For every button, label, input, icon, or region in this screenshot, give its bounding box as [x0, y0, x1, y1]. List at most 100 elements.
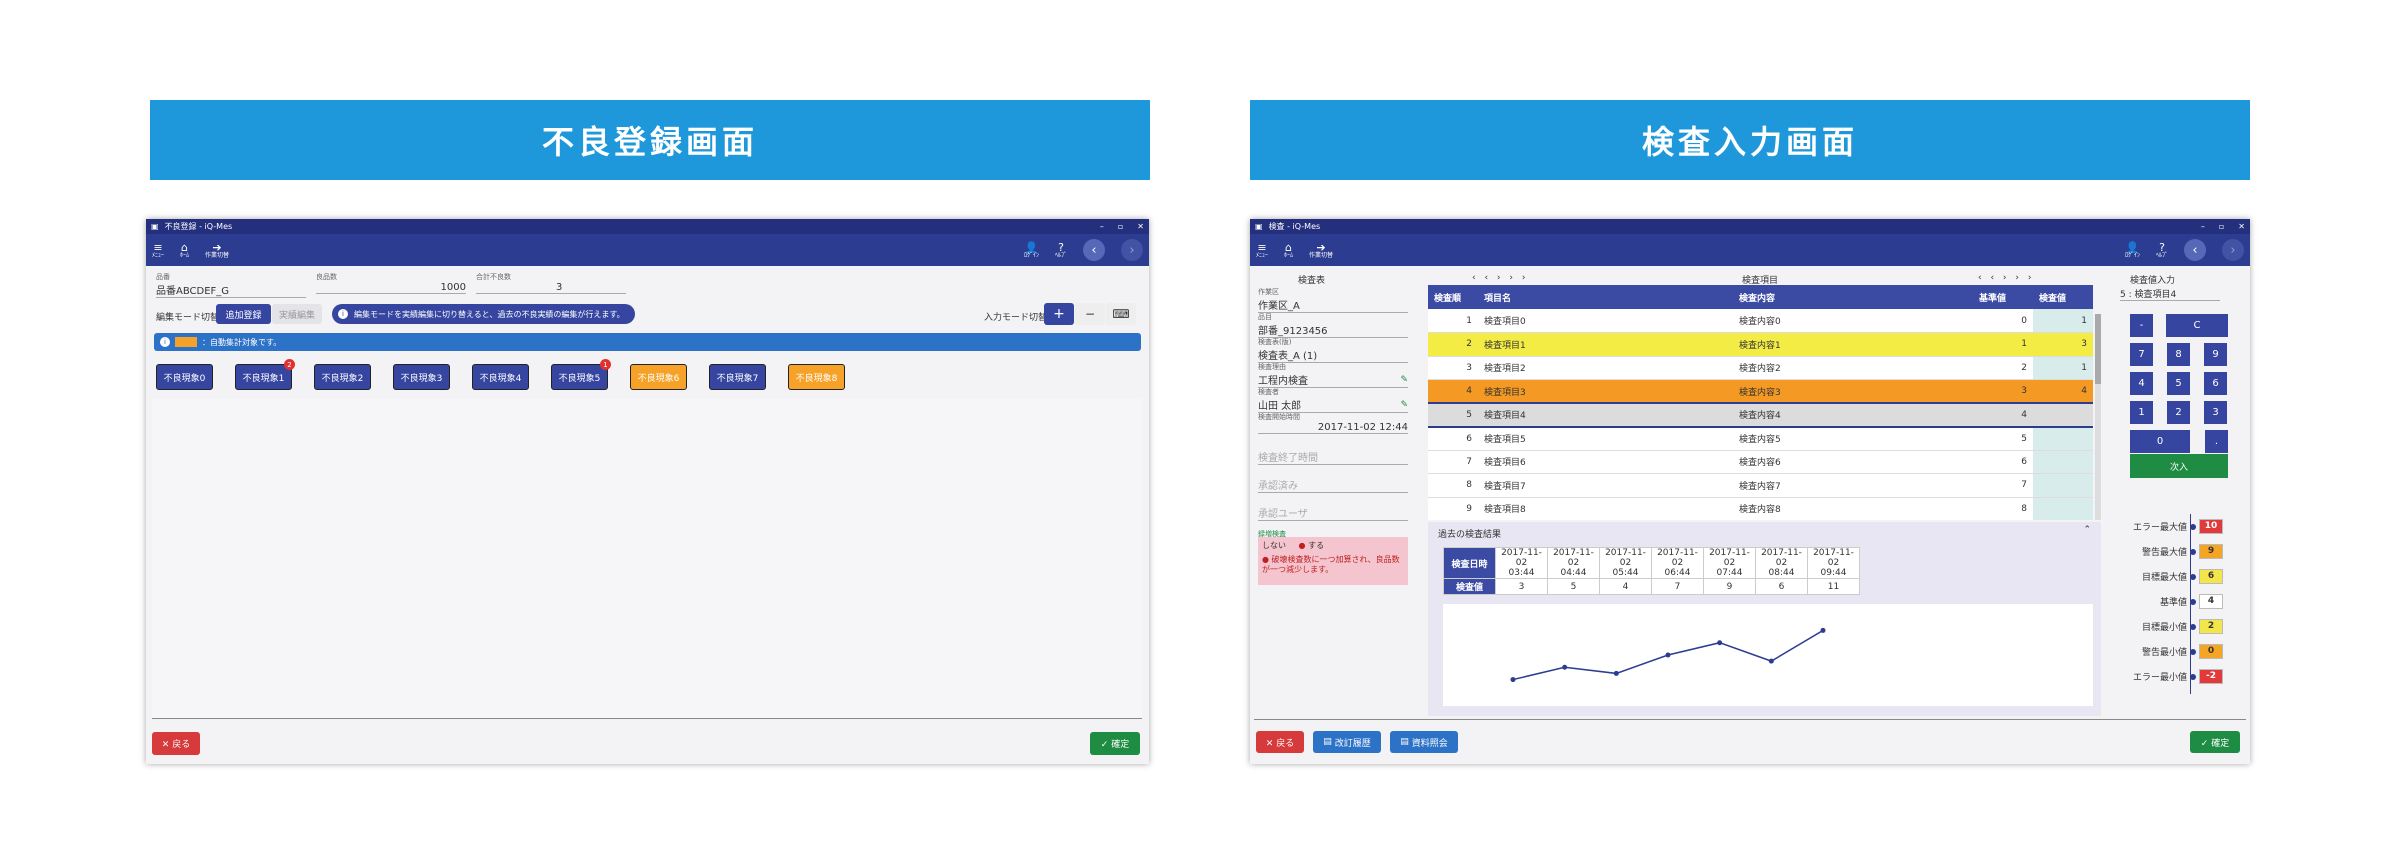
item-row[interactable]: 2 検査項目1 検査内容1 1 3	[1428, 332, 2093, 357]
back-button[interactable]: ✕ 戻る	[152, 732, 200, 755]
confirm-button[interactable]: ✓ 確定	[2190, 731, 2240, 753]
reinspect-off[interactable]: しない	[1262, 541, 1286, 550]
defect-button[interactable]: 不良現象0	[156, 364, 213, 390]
keypad-key[interactable]: 2	[2167, 401, 2190, 424]
collapse-icon[interactable]: ⌃	[2083, 525, 2091, 535]
field-value: 1000	[440, 282, 466, 293]
history-date: 2017-11-02	[1553, 548, 1594, 568]
minimize-icon[interactable]: –	[2200, 222, 2205, 231]
row-value[interactable]: 1	[2033, 309, 2093, 333]
help-button[interactable]: ? ﾍﾙﾌﾟ	[2156, 242, 2168, 259]
row-content: 検査内容1	[1733, 332, 1973, 357]
row-value[interactable]	[2033, 426, 2093, 451]
row-value[interactable]	[2033, 450, 2093, 474]
defect-button[interactable]: 不良現象1 2	[235, 359, 295, 390]
item-row[interactable]: 8 検査項目7 検査内容7 7	[1428, 473, 2093, 498]
close-icon[interactable]: ✕	[1137, 222, 1144, 231]
good-count-field[interactable]: 良品数 1000	[316, 272, 466, 294]
back-nav-button[interactable]: ‹	[2184, 239, 2206, 261]
menu-button[interactable]: ≡ ﾒﾆｭｰ	[1256, 242, 1268, 259]
keypad-key[interactable]: 5	[2167, 372, 2190, 395]
actual-edit-tab[interactable]: 実績編集	[272, 304, 322, 324]
defect-button[interactable]: 不良現象2	[314, 364, 371, 390]
minimize-icon[interactable]: –	[1099, 222, 1104, 231]
edit-check-icon[interactable]: ✎	[1400, 375, 1408, 385]
menu-button[interactable]: ≡ ﾒﾆｭｰ	[152, 242, 164, 259]
scrollbar[interactable]	[2095, 314, 2101, 520]
maximize-icon[interactable]: ▫	[2218, 222, 2225, 231]
help-button[interactable]: ? ﾍﾙﾌﾟ	[1055, 242, 1067, 259]
item-row[interactable]: 3 検査項目2 検査内容2 2 1	[1428, 356, 2093, 380]
col-content[interactable]: 検査内容	[1733, 285, 1973, 309]
reinspect-on[interactable]: する	[1308, 541, 1325, 550]
keypad-key[interactable]: 1	[2130, 401, 2153, 424]
login-button[interactable]: 👤 ﾛｸﾞｲﾝ	[2125, 242, 2140, 259]
keypad-key[interactable]: 7	[2130, 343, 2153, 366]
home-button[interactable]: ⌂ ﾎｰﾑ	[180, 242, 189, 259]
scrollbar-thumb[interactable]	[2095, 314, 2101, 384]
input-minus-button[interactable]: −	[1075, 303, 1105, 325]
col-name[interactable]: 項目名	[1478, 285, 1733, 309]
login-label: ﾛｸﾞｲﾝ	[1023, 251, 1039, 259]
col-standard[interactable]: 基準値	[1973, 285, 2033, 309]
confirm-button[interactable]: ✓ 確定	[1090, 732, 1140, 755]
col-order[interactable]: 検査順	[1428, 285, 1478, 309]
home-button[interactable]: ⌂ ﾎｰﾑ	[1284, 242, 1293, 259]
keypad-key[interactable]: C	[2166, 314, 2228, 337]
revision-history-button[interactable]: ▤ 改訂履歴	[1313, 731, 1381, 753]
back-button[interactable]: ✕ 戻る	[1256, 731, 1304, 753]
edit-check-icon[interactable]: ✎	[1400, 400, 1408, 410]
login-button[interactable]: 👤 ﾛｸﾞｲﾝ	[1024, 242, 1039, 259]
keypad-key[interactable]: 8	[2167, 343, 2190, 366]
add-register-tab[interactable]: 追加登録	[216, 304, 271, 324]
switch-work-button[interactable]: ➔ 作業切替	[205, 242, 229, 259]
row-content: 検査内容8	[1733, 497, 1973, 520]
keypad-key[interactable]: 4	[2130, 372, 2153, 395]
forward-nav-button[interactable]: ›	[1121, 239, 1143, 261]
item-row[interactable]: 7 検査項目6 検査内容6 6	[1428, 450, 2093, 474]
keyboard-button[interactable]: ⌨	[1106, 303, 1136, 325]
back-nav-button[interactable]: ‹	[1083, 239, 1105, 261]
row-value[interactable]: 3	[2033, 332, 2093, 357]
row-value[interactable]	[2033, 473, 2093, 498]
pager-right[interactable]: ‹ ‹ › › ›	[1978, 273, 2035, 283]
defect-button[interactable]: 不良現象5 1	[551, 359, 611, 390]
history-date: 2017-11-02	[1813, 548, 1854, 568]
forward-nav-button[interactable]: ›	[2222, 239, 2244, 261]
item-row[interactable]: 5 検査項目4 検査内容4 4	[1428, 402, 2093, 428]
history-point	[1820, 627, 1826, 633]
sheet-field[interactable]: 検査理由 工程内検査 ✎	[1258, 362, 1408, 388]
row-standard: 1	[1973, 332, 2033, 357]
keypad-key[interactable]: 3	[2204, 401, 2227, 424]
sheet-field[interactable]: 検査者 山田 太郎 ✎	[1258, 387, 1408, 413]
row-value[interactable]	[2033, 497, 2093, 520]
switch-work-button[interactable]: ➔ 作業切替	[1309, 242, 1333, 259]
pager-left[interactable]: ‹ ‹ › › ›	[1472, 273, 1529, 283]
maximize-icon[interactable]: ▫	[1117, 222, 1124, 231]
info-icon: i	[160, 337, 170, 347]
defect-button[interactable]: 不良現象6	[630, 364, 687, 390]
keypad-key[interactable]: .	[2205, 430, 2228, 453]
item-row[interactable]: 4 検査項目3 検査内容3 3 4	[1428, 379, 2093, 404]
next-button[interactable]: 次入	[2130, 454, 2228, 478]
keypad-key[interactable]: 9	[2204, 343, 2227, 366]
row-value[interactable]	[2033, 402, 2093, 428]
col-value[interactable]: 検査値	[2033, 285, 2093, 309]
defect-button[interactable]: 不良現象7	[709, 364, 766, 390]
defect-button[interactable]: 不良現象3	[393, 364, 450, 390]
item-row[interactable]: 1 検査項目0 検査内容0 0 1	[1428, 309, 2093, 333]
row-value[interactable]: 1	[2033, 356, 2093, 380]
item-row[interactable]: 6 検査項目5 検査内容5 5	[1428, 426, 2093, 451]
keypad-key[interactable]: -	[2130, 314, 2153, 337]
row-value[interactable]: 4	[2033, 379, 2093, 404]
app-logo-icon: ▣	[1255, 222, 1263, 231]
document-reference-button[interactable]: ▤ 資料照会	[1390, 731, 1458, 753]
defect-button[interactable]: 不良現象8	[788, 364, 845, 390]
close-icon[interactable]: ✕	[2238, 222, 2245, 231]
keypad-key[interactable]: 0	[2130, 430, 2190, 453]
keypad-key[interactable]: 6	[2204, 372, 2227, 395]
reinspect-on-radio[interactable]: ●	[1298, 541, 1306, 550]
defect-button[interactable]: 不良現象4	[472, 364, 529, 390]
item-row[interactable]: 9 検査項目8 検査内容8 8	[1428, 497, 2093, 520]
input-plus-button[interactable]: +	[1044, 303, 1074, 325]
